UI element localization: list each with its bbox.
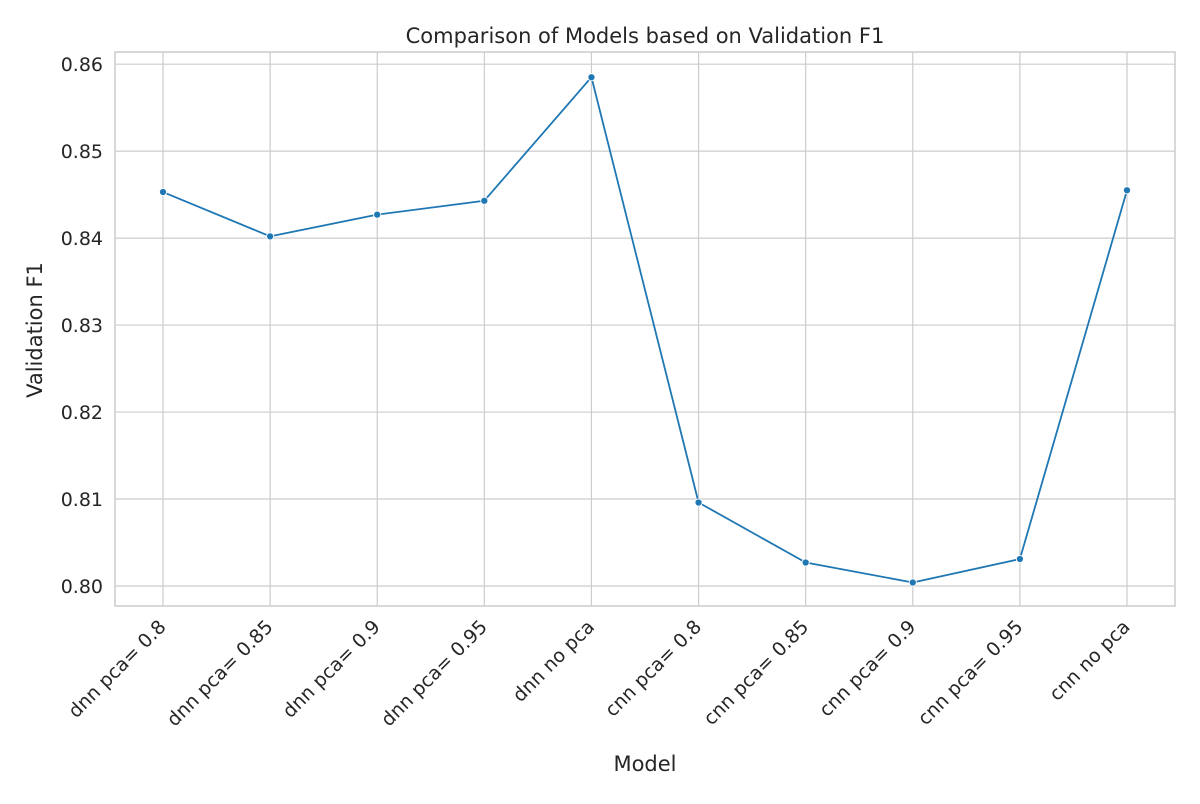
plot-frame [115, 52, 1175, 606]
x-tick-label: dnn pca= 0.8 [64, 616, 170, 722]
y-tick-label: 0.83 [61, 315, 103, 337]
x-tick-label: cnn pca= 0.9 [815, 616, 920, 721]
y-tick-label: 0.81 [61, 489, 103, 511]
x-tick-label: cnn pca= 0.95 [914, 616, 1028, 730]
data-point-marker [159, 188, 166, 195]
series-layer [159, 74, 1130, 586]
data-point-marker [802, 559, 809, 566]
data-point-marker [1123, 187, 1130, 194]
x-tick-label: cnn no pca [1045, 616, 1134, 705]
y-axis-label: Validation F1 [23, 262, 47, 398]
y-tick-label: 0.86 [61, 54, 103, 76]
plot-area-border [115, 52, 1175, 606]
data-point-marker [909, 579, 916, 586]
grid-lines [115, 52, 1175, 606]
x-axis-label: Model [613, 752, 676, 776]
x-tick-label: dnn pca= 0.85 [163, 616, 278, 731]
x-tick-label: dnn no pca [508, 616, 599, 707]
x-tick-label: dnn pca= 0.95 [377, 616, 492, 731]
y-tick-labels: 0.80 0.81 0.82 0.83 0.84 0.85 0.86 [61, 54, 103, 598]
data-point-marker [695, 499, 702, 506]
x-tick-label: cnn pca= 0.8 [601, 616, 706, 721]
x-tick-label: cnn pca= 0.85 [699, 616, 813, 730]
data-point-marker [1016, 555, 1023, 562]
chart-title: Comparison of Models based on Validation… [406, 24, 885, 48]
data-point-marker [267, 233, 274, 240]
data-point-marker [588, 74, 595, 81]
data-point-marker [481, 197, 488, 204]
x-tick-label: dnn pca= 0.9 [278, 616, 384, 722]
series-line [163, 77, 1127, 582]
y-tick-label: 0.80 [61, 576, 103, 598]
y-tick-label: 0.85 [61, 141, 103, 163]
data-point-marker [374, 211, 381, 218]
y-tick-label: 0.84 [61, 228, 103, 250]
y-tick-label: 0.82 [61, 402, 103, 424]
